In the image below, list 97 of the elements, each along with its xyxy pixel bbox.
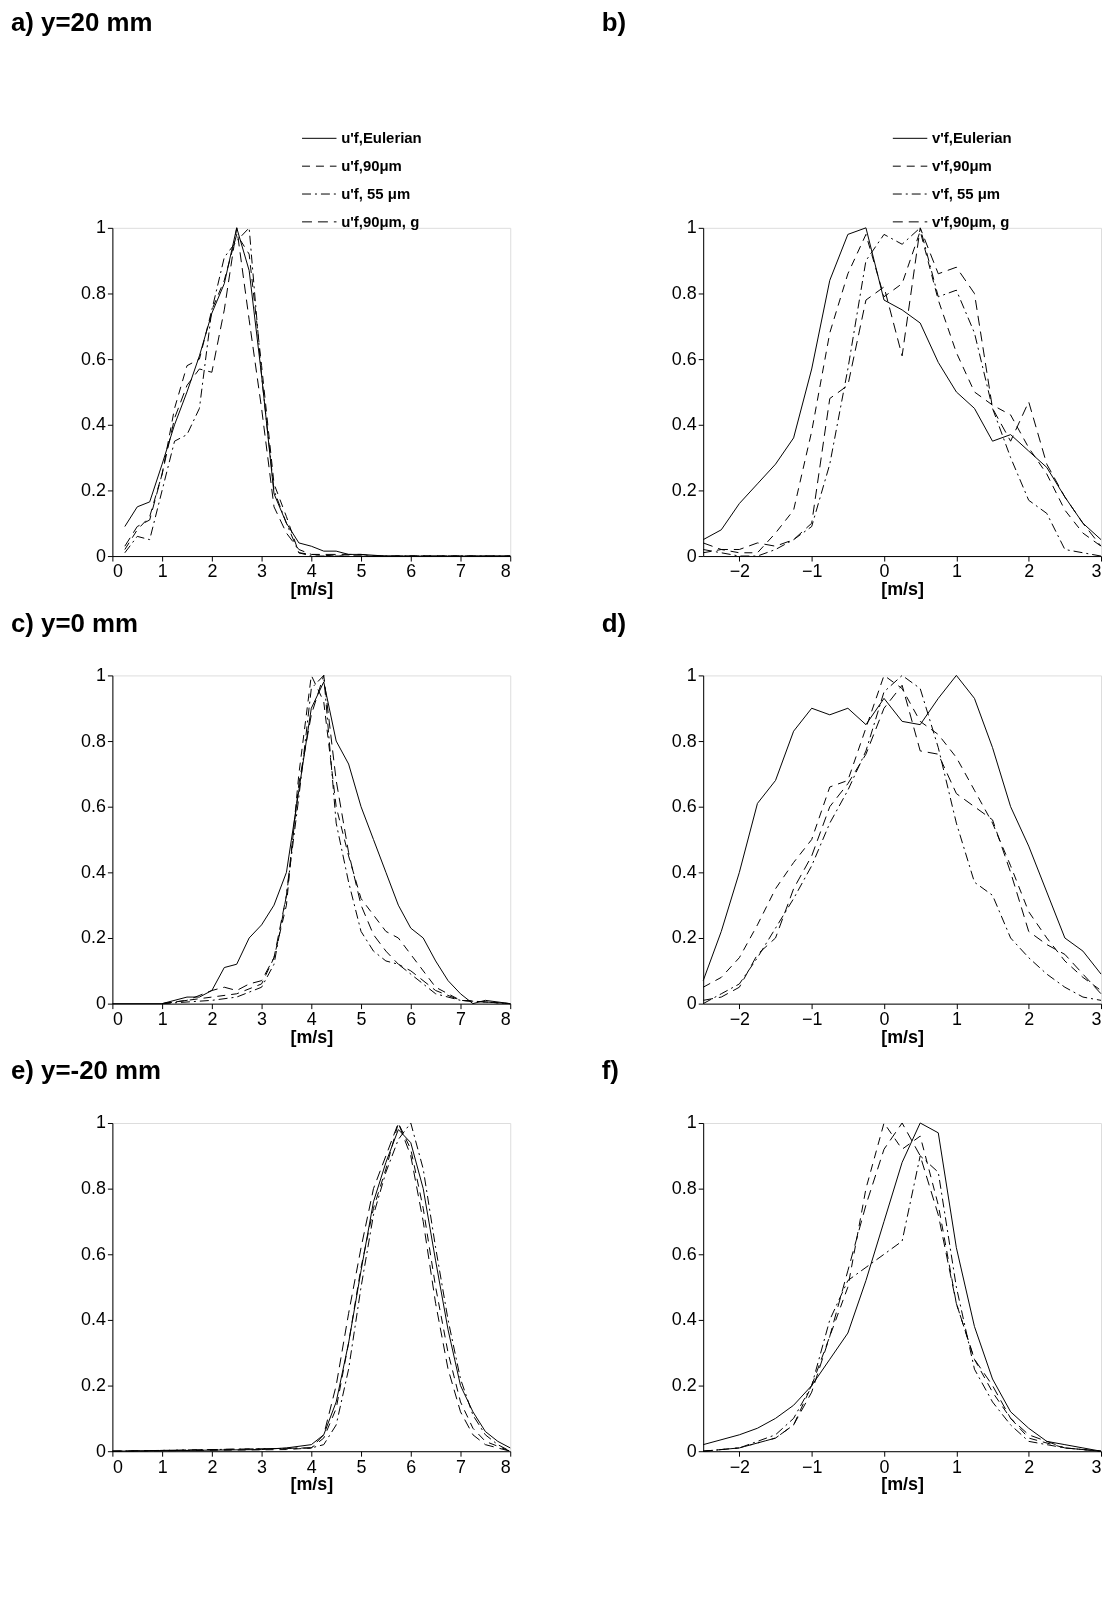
x-axis-title: [m/s] xyxy=(290,1474,334,1495)
y-tick-label: 1 xyxy=(686,1112,697,1133)
chart-title: d) xyxy=(601,608,627,637)
x-tick-label: 3 xyxy=(1091,1456,1102,1477)
legend-label: u'f,Eulerian xyxy=(341,130,422,147)
x-tick-label: 7 xyxy=(456,1456,467,1477)
x-tick-label: 2 xyxy=(207,561,218,582)
x-tick-label: 3 xyxy=(1091,561,1102,582)
x-tick-label: 5 xyxy=(356,1456,367,1477)
x-tick-label: 1 xyxy=(951,1456,962,1477)
y-tick-label: 0.2 xyxy=(671,1375,697,1396)
legend-label: v'f,Eulerian xyxy=(931,130,1012,147)
y-tick-label: 1 xyxy=(95,1112,106,1133)
x-tick-label: 2 xyxy=(207,1456,218,1477)
y-tick-label: 0.4 xyxy=(671,1309,697,1330)
chart-title: a) y=20 mm xyxy=(10,7,153,36)
x-tick-label: 4 xyxy=(306,1456,317,1477)
y-tick-label: 1 xyxy=(686,664,697,685)
y-tick-label: 0.2 xyxy=(671,927,697,948)
x-tick-label: 6 xyxy=(406,1456,417,1477)
x-tick-label: 2 xyxy=(1024,561,1035,582)
x-tick-label: 6 xyxy=(406,1009,417,1030)
x-tick-label: 0 xyxy=(112,1009,123,1030)
x-tick-label: 2 xyxy=(207,1009,218,1030)
y-tick-label: 1 xyxy=(95,664,106,685)
chart-title: b) xyxy=(601,7,627,36)
x-tick-label: 1 xyxy=(951,561,962,582)
x-tick-label: 8 xyxy=(500,1456,511,1477)
y-tick-label: 0.8 xyxy=(81,730,106,751)
y-tick-label: 0.2 xyxy=(81,927,106,948)
y-tick-label: 0.6 xyxy=(81,796,106,817)
x-tick-label: 7 xyxy=(456,1009,467,1030)
legend-label: v'f,90μm, g xyxy=(931,213,1010,230)
x-axis-title: [m/s] xyxy=(881,579,924,600)
y-tick-label: 0.2 xyxy=(81,1375,106,1396)
x-tick-label: 2 xyxy=(1024,1456,1035,1477)
y-tick-label: 0 xyxy=(95,1440,106,1461)
y-tick-label: 1 xyxy=(95,217,106,238)
x-tick-label: 0 xyxy=(879,1456,890,1477)
x-tick-label: −2 xyxy=(729,1456,751,1477)
legend-label: v'f,90μm xyxy=(931,158,992,175)
x-tick-label: 1 xyxy=(157,1009,168,1030)
legend-label: u'f,90μm xyxy=(341,158,402,175)
x-tick-label: 2 xyxy=(1024,1009,1035,1030)
y-tick-label: 0.8 xyxy=(81,282,106,303)
x-tick-label: 1 xyxy=(951,1009,962,1030)
y-tick-label: 0.2 xyxy=(81,479,106,500)
y-tick-label: 0.6 xyxy=(671,1243,697,1264)
y-tick-label: 0.6 xyxy=(671,348,697,369)
y-tick-label: 0 xyxy=(95,993,106,1014)
x-axis-title: [m/s] xyxy=(290,579,334,600)
x-tick-label: 3 xyxy=(1091,1009,1102,1030)
y-tick-label: 0 xyxy=(686,993,697,1014)
y-tick-label: 0 xyxy=(686,1440,697,1461)
y-tick-label: 0.6 xyxy=(81,348,106,369)
x-tick-label: 1 xyxy=(157,1456,168,1477)
x-tick-label: −1 xyxy=(801,1456,823,1477)
chart-title: c) y=0 mm xyxy=(10,608,139,637)
y-tick-label: 0.6 xyxy=(81,1243,106,1264)
x-tick-label: 3 xyxy=(257,561,268,582)
y-tick-label: 0.6 xyxy=(671,796,697,817)
legend-label: u'f,90μm, g xyxy=(341,213,420,230)
y-tick-label: 0.8 xyxy=(671,282,697,303)
x-tick-label: 7 xyxy=(456,561,467,582)
y-tick-label: 0.4 xyxy=(671,414,697,435)
x-tick-label: 3 xyxy=(257,1456,268,1477)
x-tick-label: −2 xyxy=(729,561,751,582)
y-tick-label: 0.4 xyxy=(81,414,106,435)
y-tick-label: 0.8 xyxy=(671,730,697,751)
y-tick-label: 0.4 xyxy=(81,861,106,882)
x-tick-label: 1 xyxy=(157,561,168,582)
x-axis-title: [m/s] xyxy=(881,1474,924,1495)
y-tick-label: 0 xyxy=(686,545,697,566)
y-tick-label: 0.4 xyxy=(671,861,697,882)
chart-title: e) y=-20 mm xyxy=(10,1056,162,1085)
x-tick-label: −2 xyxy=(729,1009,751,1030)
y-tick-label: 0.2 xyxy=(671,479,697,500)
x-tick-label: 8 xyxy=(500,1009,511,1030)
legend-label: u'f, 55 μm xyxy=(341,186,411,202)
y-tick-label: 0.4 xyxy=(81,1309,106,1330)
x-tick-label: −1 xyxy=(801,1009,823,1030)
x-tick-label: −1 xyxy=(801,561,823,582)
y-tick-label: 0.8 xyxy=(81,1178,106,1199)
y-tick-label: 1 xyxy=(686,217,697,238)
x-tick-label: 0 xyxy=(112,1456,123,1477)
x-tick-label: 0 xyxy=(112,561,123,582)
x-tick-label: 5 xyxy=(356,561,367,582)
y-tick-label: 0 xyxy=(95,545,106,566)
y-tick-label: 0.8 xyxy=(671,1178,697,1199)
x-tick-label: 6 xyxy=(406,561,417,582)
legend-label: v'f, 55 μm xyxy=(931,186,1001,202)
chart-title: f) xyxy=(601,1056,619,1085)
x-tick-label: 3 xyxy=(257,1009,268,1030)
x-tick-label: 4 xyxy=(306,561,317,582)
x-tick-label: 8 xyxy=(500,561,511,582)
x-tick-label: 0 xyxy=(879,561,890,582)
x-tick-label: 5 xyxy=(356,1009,367,1030)
